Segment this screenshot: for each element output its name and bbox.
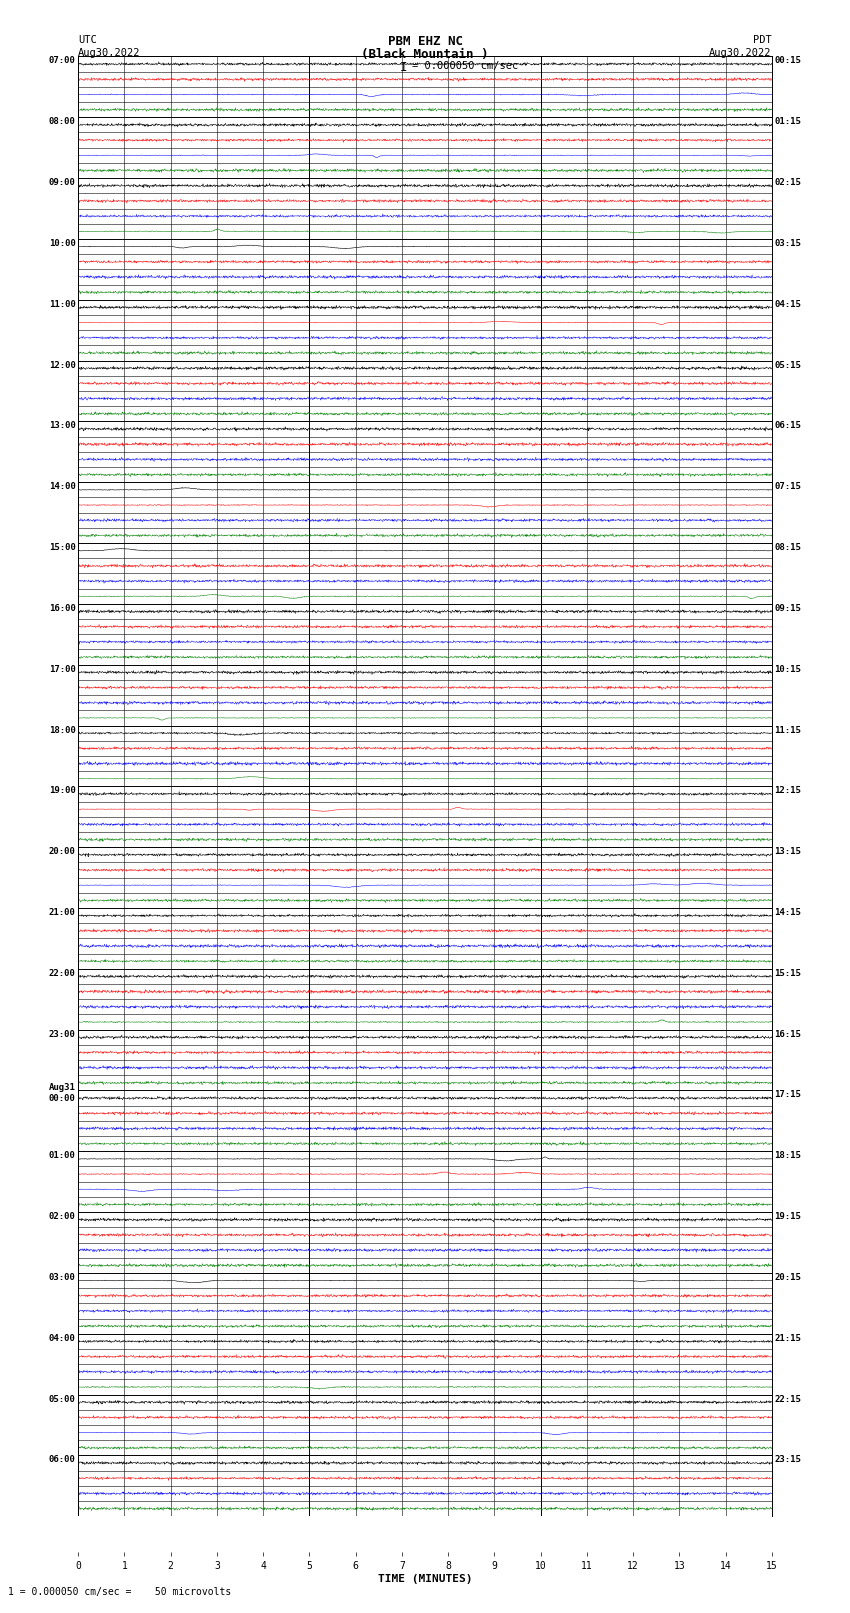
Text: 18:00: 18:00 [48,726,76,734]
Text: 10:15: 10:15 [774,665,802,674]
Text: 17:00: 17:00 [48,665,76,674]
Text: 03:00: 03:00 [48,1273,76,1282]
Text: 16:00: 16:00 [48,603,76,613]
Text: 01:15: 01:15 [774,118,802,126]
Text: 21:00: 21:00 [48,908,76,916]
Text: I: I [400,61,407,74]
Text: 20:00: 20:00 [48,847,76,857]
Text: 18:15: 18:15 [774,1152,802,1160]
Text: 14:00: 14:00 [48,482,76,492]
Text: 19:00: 19:00 [48,787,76,795]
Text: 02:15: 02:15 [774,177,802,187]
Text: 06:15: 06:15 [774,421,802,431]
Text: 15:00: 15:00 [48,544,76,552]
Text: 03:15: 03:15 [774,239,802,248]
Text: 05:15: 05:15 [774,361,802,369]
Text: 09:00: 09:00 [48,177,76,187]
Text: (Black Mountain ): (Black Mountain ) [361,48,489,61]
Text: 14:15: 14:15 [774,908,802,916]
Text: 01:00: 01:00 [48,1152,76,1160]
Text: 11:00: 11:00 [48,300,76,308]
Text: = 0.000050 cm/sec: = 0.000050 cm/sec [412,61,518,71]
Text: 08:00: 08:00 [48,118,76,126]
Text: 11:15: 11:15 [774,726,802,734]
Text: 07:00: 07:00 [48,56,76,66]
Text: Aug31: Aug31 [48,1082,76,1092]
Text: 13:00: 13:00 [48,421,76,431]
Text: 17:15: 17:15 [774,1090,802,1100]
Text: 07:15: 07:15 [774,482,802,492]
Text: 15:15: 15:15 [774,969,802,977]
X-axis label: TIME (MINUTES): TIME (MINUTES) [377,1574,473,1584]
Text: 08:15: 08:15 [774,544,802,552]
Text: 22:00: 22:00 [48,969,76,977]
Text: 06:00: 06:00 [48,1455,76,1465]
Text: 13:15: 13:15 [774,847,802,857]
Text: 22:15: 22:15 [774,1395,802,1403]
Text: 16:15: 16:15 [774,1029,802,1039]
Text: 1 = 0.000050 cm/sec =    50 microvolts: 1 = 0.000050 cm/sec = 50 microvolts [8,1587,232,1597]
Text: 23:00: 23:00 [48,1029,76,1039]
Text: 04:15: 04:15 [774,300,802,308]
Text: 00:15: 00:15 [774,56,802,66]
Text: 04:00: 04:00 [48,1334,76,1342]
Text: 21:15: 21:15 [774,1334,802,1342]
Text: 00:00: 00:00 [48,1094,76,1103]
Text: Aug30,2022: Aug30,2022 [78,48,141,58]
Text: 12:00: 12:00 [48,361,76,369]
Text: 05:00: 05:00 [48,1395,76,1403]
Text: PDT: PDT [753,35,772,45]
Text: Aug30,2022: Aug30,2022 [709,48,772,58]
Text: 09:15: 09:15 [774,603,802,613]
Text: 02:00: 02:00 [48,1211,76,1221]
Text: 19:15: 19:15 [774,1211,802,1221]
Text: UTC: UTC [78,35,97,45]
Text: 23:15: 23:15 [774,1455,802,1465]
Text: 20:15: 20:15 [774,1273,802,1282]
Text: PBM EHZ NC: PBM EHZ NC [388,35,462,48]
Text: 10:00: 10:00 [48,239,76,248]
Text: 12:15: 12:15 [774,787,802,795]
